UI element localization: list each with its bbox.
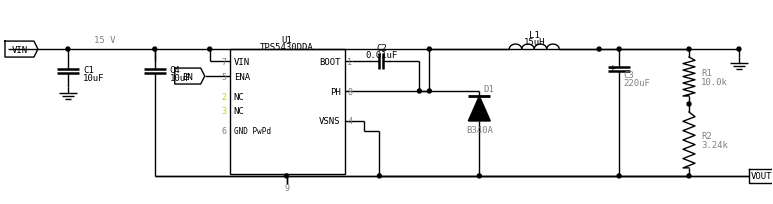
- Text: PH: PH: [330, 87, 341, 96]
- Text: NC: NC: [233, 92, 244, 101]
- Circle shape: [617, 48, 621, 52]
- Text: VSNS: VSNS: [319, 117, 341, 126]
- Text: 8: 8: [348, 87, 352, 96]
- Text: B340A: B340A: [466, 126, 492, 135]
- Circle shape: [208, 48, 212, 52]
- Circle shape: [687, 102, 691, 106]
- Text: 10uF: 10uF: [170, 73, 191, 82]
- Text: 220uF: 220uF: [623, 78, 650, 87]
- Text: TPS5430DDA: TPS5430DDA: [261, 42, 314, 51]
- Text: 5: 5: [222, 72, 226, 81]
- Bar: [230, 50, 345, 174]
- Text: GND PwPd: GND PwPd: [233, 127, 271, 136]
- Circle shape: [617, 174, 621, 178]
- Text: NC: NC: [233, 107, 244, 116]
- Circle shape: [284, 174, 288, 178]
- Text: 6: 6: [222, 127, 226, 136]
- Circle shape: [597, 48, 601, 52]
- Text: R2: R2: [701, 132, 712, 141]
- Text: 10.0k: 10.0k: [701, 78, 728, 87]
- Circle shape: [427, 90, 431, 94]
- Text: 9: 9: [284, 183, 289, 192]
- Text: 15 V: 15 V: [94, 35, 116, 44]
- Circle shape: [153, 48, 157, 52]
- Text: BOOT: BOOT: [319, 57, 341, 66]
- Text: 3: 3: [222, 107, 226, 116]
- Circle shape: [737, 48, 741, 52]
- Text: VIN: VIN: [12, 45, 28, 54]
- Circle shape: [427, 48, 431, 52]
- Circle shape: [377, 174, 381, 178]
- Text: C2: C2: [376, 43, 386, 52]
- Circle shape: [687, 48, 691, 52]
- Polygon shape: [468, 96, 490, 121]
- Text: ENA: ENA: [233, 72, 250, 81]
- Text: U1: U1: [281, 35, 292, 44]
- Text: C1: C1: [83, 65, 94, 74]
- Text: VOUT: VOUT: [751, 172, 773, 181]
- Text: +: +: [609, 63, 615, 73]
- Text: 3.24k: 3.24k: [701, 141, 728, 150]
- Text: 2: 2: [222, 92, 226, 101]
- Circle shape: [417, 90, 421, 94]
- Text: EN: EN: [182, 72, 193, 81]
- Text: 0.01uF: 0.01uF: [366, 50, 397, 59]
- Text: 4: 4: [348, 117, 352, 126]
- Circle shape: [66, 48, 70, 52]
- Text: C3: C3: [623, 70, 634, 79]
- Text: 1: 1: [348, 57, 352, 66]
- Text: VIN: VIN: [233, 57, 250, 66]
- Text: R1: R1: [701, 69, 712, 78]
- Text: L1: L1: [529, 30, 540, 39]
- Text: 7: 7: [222, 57, 226, 66]
- Text: 15uH: 15uH: [523, 37, 545, 46]
- Circle shape: [687, 174, 691, 178]
- Circle shape: [477, 174, 482, 178]
- Text: D1: D1: [483, 84, 494, 93]
- Text: C4: C4: [170, 65, 181, 74]
- Text: 10uF: 10uF: [83, 73, 104, 82]
